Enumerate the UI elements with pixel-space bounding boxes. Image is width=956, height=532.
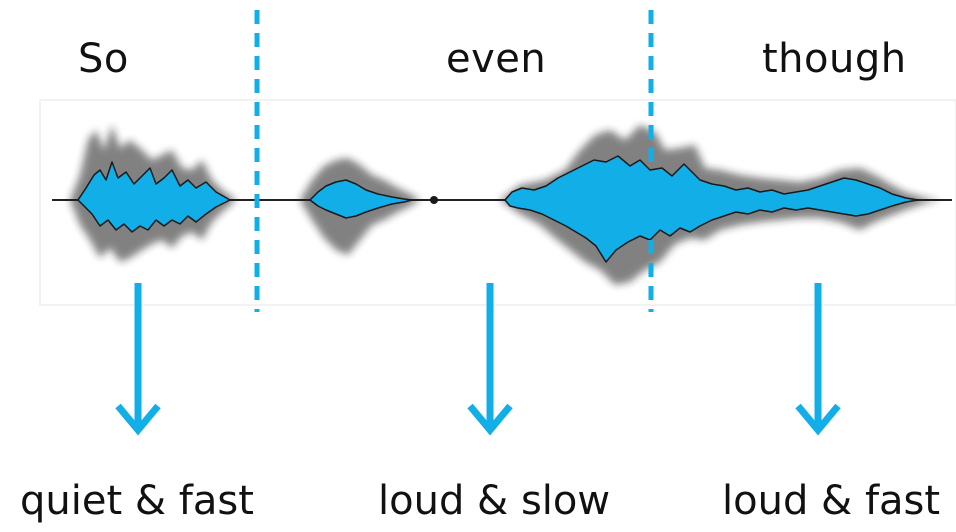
description-even: loud & slow bbox=[378, 478, 611, 524]
description-so: quiet & fast bbox=[20, 478, 254, 524]
waveform-blip bbox=[430, 196, 438, 204]
word-label-though: though bbox=[762, 36, 907, 82]
word-label-even: even bbox=[446, 36, 547, 82]
word-label-so: So bbox=[78, 36, 129, 82]
waveform bbox=[77, 155, 919, 263]
waveform-segment-even bbox=[309, 179, 413, 219]
description-though: loud & fast bbox=[722, 478, 941, 524]
arrow-even bbox=[467, 283, 513, 436]
waveform-segment-so bbox=[77, 161, 231, 233]
waveform-segment-mid bbox=[504, 155, 919, 263]
waveform-frame bbox=[39, 99, 956, 306]
arrow-though bbox=[795, 283, 841, 436]
arrow-so bbox=[115, 283, 161, 436]
